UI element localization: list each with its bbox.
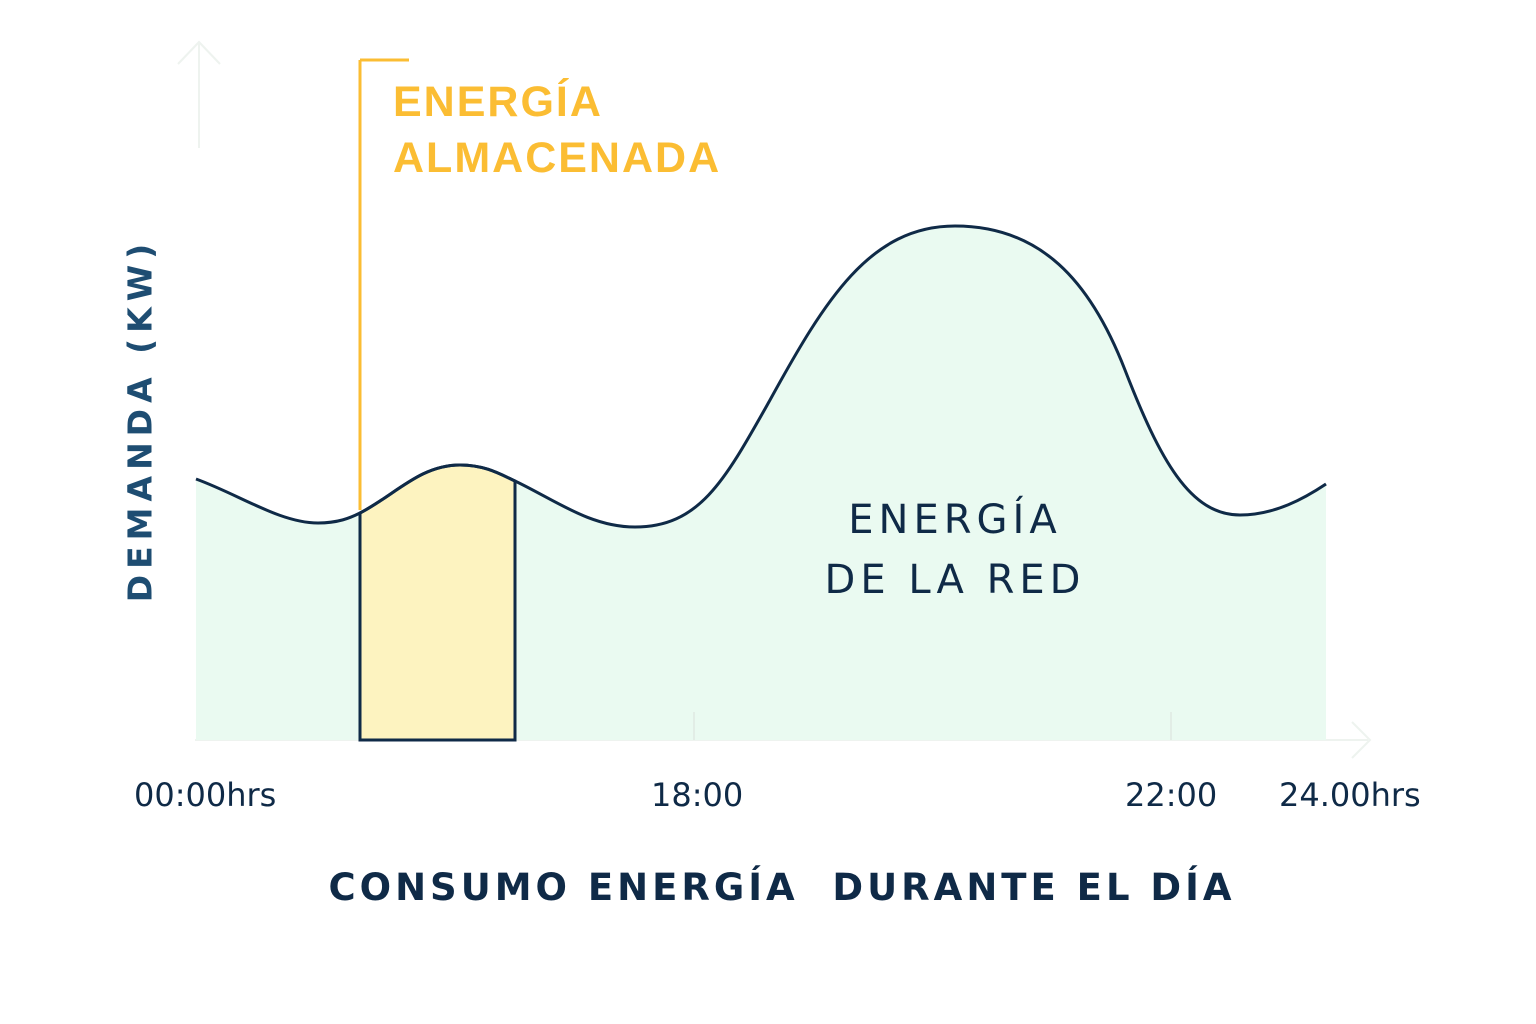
x-tick-label-0000: 00:00hrs: [134, 776, 277, 814]
y-axis-label: DEMANDA (KW): [120, 237, 160, 603]
stored-energy-area: [358, 463, 517, 742]
x-tick-label-1800: 18:00: [651, 776, 744, 814]
stored-energy-label-line2: ALMACENADA: [393, 134, 722, 182]
y-axis: [177, 40, 221, 148]
grid-energy-label-line2: DE LA RED: [824, 557, 1086, 603]
x-tick-label-2400: 24.00hrs: [1279, 776, 1421, 814]
grid-energy-label-line1: ENERGÍA: [848, 497, 1062, 543]
grid-energy-label: ENERGÍA DE LA RED: [760, 490, 1150, 610]
stored-energy-label-line1: ENERGÍA: [393, 78, 603, 126]
x-tick-label-2200: 22:00: [1125, 776, 1218, 814]
stored-energy-bracket: [358, 58, 409, 510]
stored-energy-label: ENERGÍA ALMACENADA: [393, 74, 721, 186]
x-axis-title: CONSUMO ENERGÍA DURANTE EL DÍA: [328, 866, 1236, 909]
demand-curve: [195, 224, 1327, 529]
